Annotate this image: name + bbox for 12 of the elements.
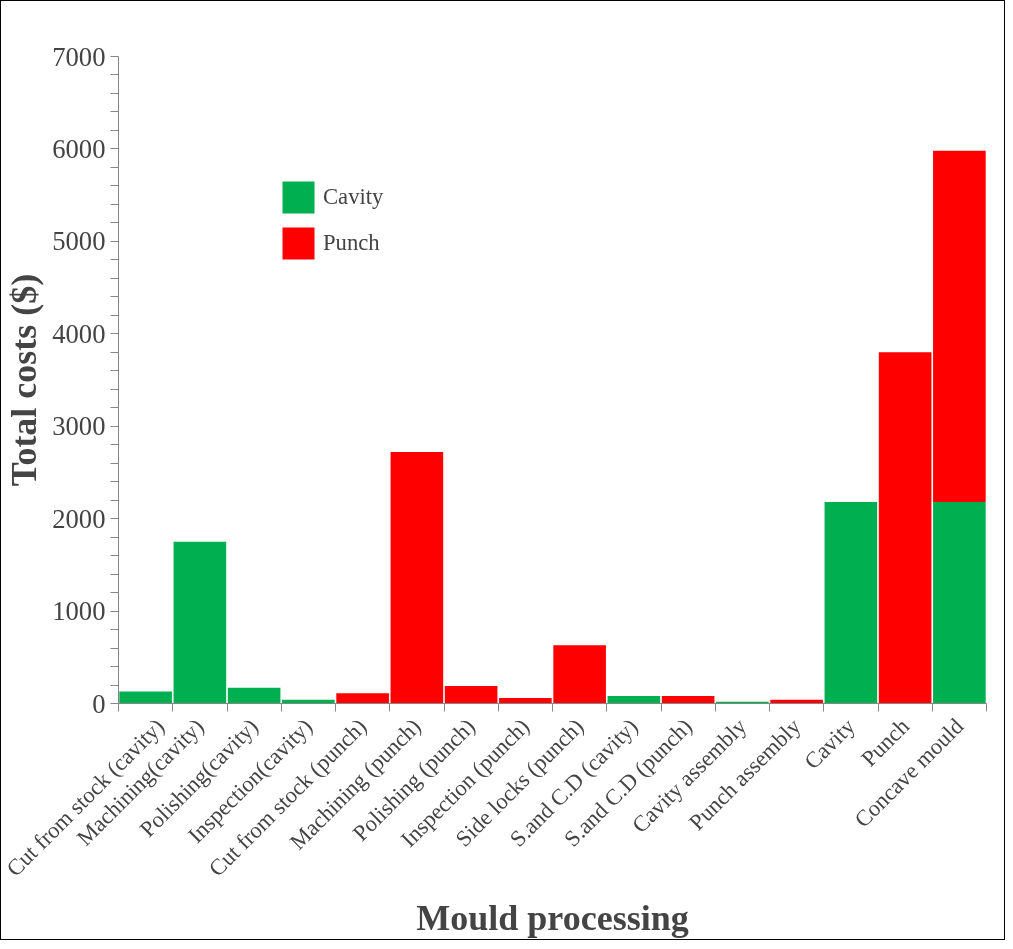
y-tick-label: 4000 (52, 318, 106, 349)
y-tick-label: 3000 (52, 411, 106, 442)
y-tick-label: 5000 (52, 226, 106, 257)
y-tick-label: 7000 (52, 41, 106, 72)
y-axis-title: Total costs ($) (4, 273, 45, 487)
x-axis-title: Mould processing (416, 898, 689, 939)
y-tick-label: 6000 (52, 133, 106, 164)
legend-label: Punch (323, 230, 380, 256)
legend-label: Cavity (323, 184, 384, 210)
y-tick-label: 0 (92, 688, 106, 719)
y-tick-label: 2000 (52, 503, 106, 534)
y-tick-label: 1000 (52, 596, 106, 627)
